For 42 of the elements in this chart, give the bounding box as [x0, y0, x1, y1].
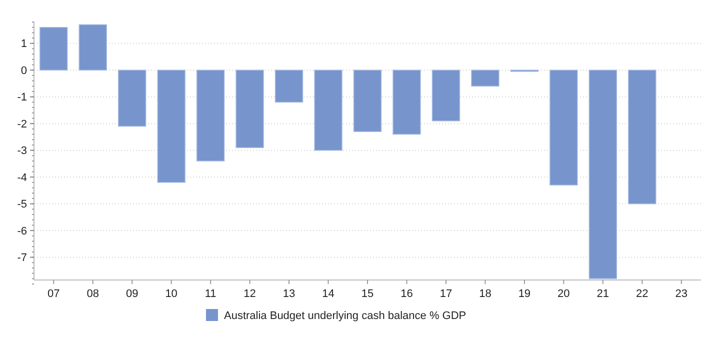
x-tick-label: 23	[675, 288, 688, 300]
bar	[628, 70, 656, 204]
x-tick-label: 17	[440, 288, 452, 300]
x-tick-label: 12	[244, 288, 256, 300]
bar	[78, 24, 107, 71]
bar	[588, 70, 618, 280]
x-tick-label: 14	[322, 288, 334, 300]
bar	[471, 70, 500, 87]
bar	[550, 70, 578, 186]
bar	[392, 70, 421, 135]
y-tick-label: -1	[17, 92, 27, 104]
x-tick-label: 07	[47, 288, 60, 300]
x-tick-label: 16	[400, 288, 413, 300]
x-tick-label: 10	[165, 288, 178, 300]
y-tick-label: -3	[17, 145, 27, 158]
bar	[236, 70, 264, 148]
x-tick-label: 22	[636, 288, 648, 300]
y-tick-label: 1	[20, 38, 27, 50]
y-tick-label: -6	[17, 225, 27, 238]
y-tick-label: -4	[17, 172, 27, 184]
bar	[314, 70, 342, 151]
x-tick-label: 20	[558, 288, 570, 300]
y-tick-label: 0	[20, 64, 27, 77]
bar	[353, 70, 382, 132]
x-tick-label: 08	[86, 288, 99, 300]
x-tick-label: 11	[204, 288, 216, 300]
bar	[432, 70, 460, 122]
x-tick-label: 13	[282, 288, 296, 300]
y-tick-label: -2	[17, 118, 27, 130]
legend-label: Australia Budget underlying cash balance % GDP	[224, 310, 466, 322]
y-tick-label: -7	[17, 252, 27, 264]
bar	[39, 26, 68, 71]
x-tick-label: 15	[361, 288, 374, 300]
x-tick-label: 21	[596, 288, 610, 300]
bar	[157, 70, 186, 183]
bar	[274, 70, 304, 103]
x-tick-label: 18	[479, 288, 492, 300]
x-tick-label: 19	[518, 288, 531, 300]
bar	[196, 70, 225, 162]
x-tick-label: 09	[126, 288, 138, 300]
y-tick-label: -5	[17, 198, 27, 211]
bar	[118, 70, 146, 127]
